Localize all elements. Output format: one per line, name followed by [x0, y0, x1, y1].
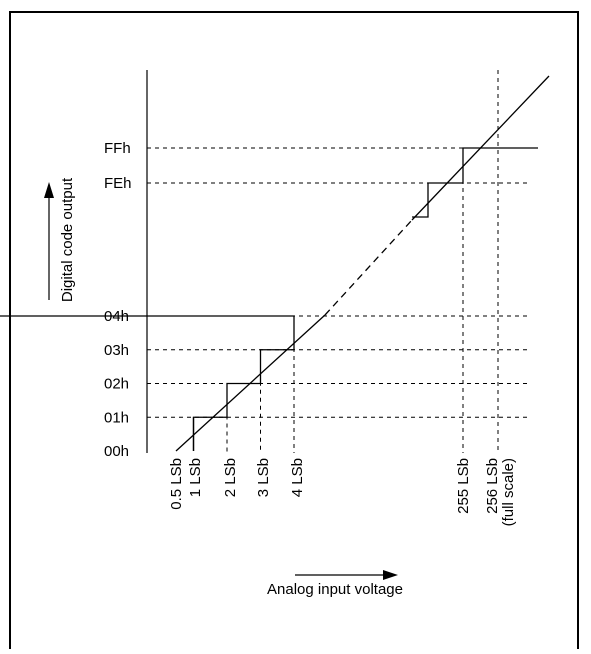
ideal-line-high — [411, 75, 550, 221]
series-group — [0, 75, 550, 452]
y-tick-label-00h: 00h — [104, 443, 129, 460]
x-tick-labels: 0.5 LSb 1 LSb 2 LSb 3 LSb 4 LSb 255 LSb 256 LS… — [168, 458, 517, 526]
x-tick-label-256: 256 LSb — [484, 458, 501, 514]
staircase-low — [0, 315, 295, 451]
y-tick-label-03h: 03h — [104, 342, 129, 359]
x-axis-arrow-head — [383, 570, 398, 580]
y-tick-label-02h: 02h — [104, 376, 129, 393]
y-tick-label-FEh: FEh — [104, 175, 132, 192]
x-tick-label-5: 255 LSb — [455, 458, 472, 514]
y-tick-labels: 00h 01h 02h 03h 04h FEh FFh — [104, 140, 132, 460]
gridlines — [147, 70, 528, 453]
y-tick-label-FFh: FFh — [104, 140, 131, 157]
ideal-line-low — [175, 314, 326, 452]
x-tick-label-full-scale: (full scale) — [500, 458, 517, 526]
x-tick-label-1: 1 LSb — [187, 458, 204, 497]
frame-border — [9, 11, 579, 654]
x-tick-label-0: 0.5 LSb — [168, 458, 185, 510]
x-tick-label-4: 4 LSb — [289, 458, 306, 497]
x-tick-label-2: 2 LSb — [222, 458, 239, 497]
y-tick-label-04h: 04h — [104, 308, 129, 325]
y-axis-title-group: Digital code output — [59, 177, 76, 302]
x-tick-label-3: 3 LSb — [255, 458, 272, 497]
staircase-high — [412, 147, 538, 218]
ideal-line-dashed — [324, 219, 413, 316]
y-axis-arrow-head — [44, 182, 54, 198]
y-tick-label-01h: 01h — [104, 409, 129, 426]
x-axis-title: Analog input voltage — [267, 581, 403, 598]
y-axis-title: Digital code output — [59, 177, 76, 302]
